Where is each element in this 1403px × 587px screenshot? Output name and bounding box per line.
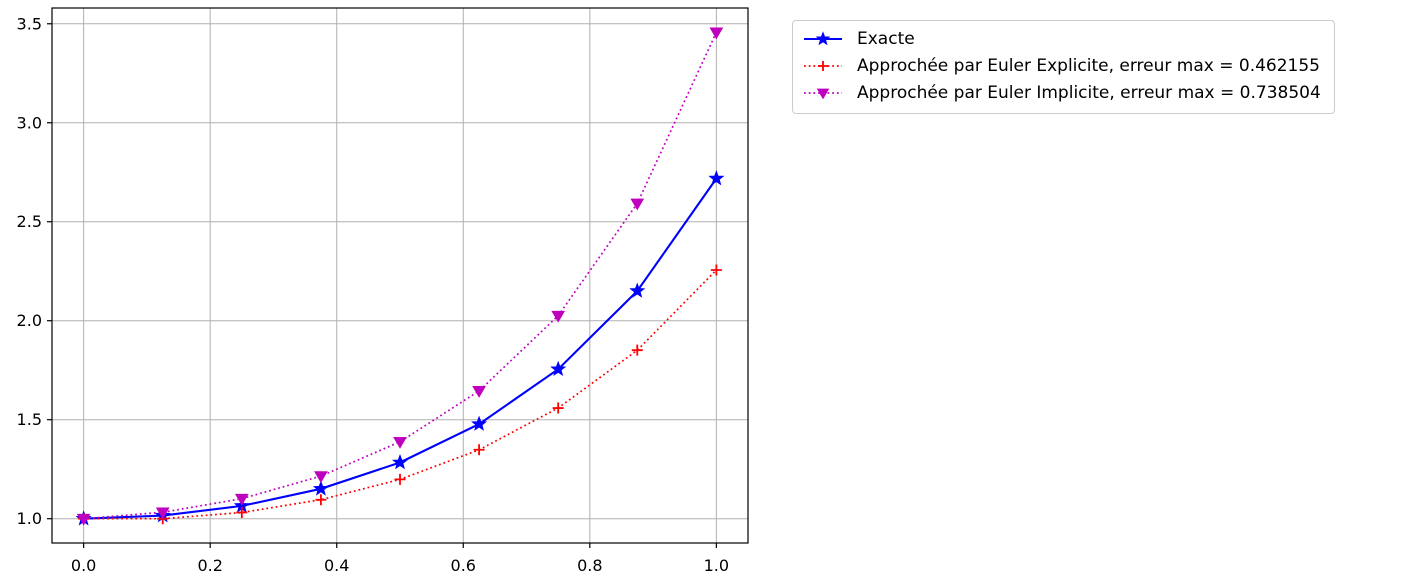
svg-text:0.8: 0.8 xyxy=(577,556,602,575)
svg-text:0.4: 0.4 xyxy=(324,556,349,575)
legend-label-euler-explicite: Approchée par Euler Explicite, erreur ma… xyxy=(857,56,1321,76)
legend-entry-exacte: Exacte xyxy=(803,29,1321,49)
legend-sample-exacte-line-star-icon xyxy=(804,31,842,46)
svg-text:0.6: 0.6 xyxy=(451,556,476,575)
legend-label-exacte: Exacte xyxy=(857,29,915,49)
svg-text:1.0: 1.0 xyxy=(17,509,42,528)
svg-text:1.5: 1.5 xyxy=(17,410,42,429)
legend-entry-euler-implicite: Approchée par Euler Implicite, erreur ma… xyxy=(803,83,1321,103)
legend-entry-euler-explicite: Approchée par Euler Explicite, erreur ma… xyxy=(803,56,1321,76)
svg-text:3.0: 3.0 xyxy=(17,113,42,132)
plot-area: 0.0 0.2 0.4 0.6 0.8 1.0 1.0 1.5 2.0 2.5 3.0 3.5 xyxy=(17,7,749,575)
legend-label-euler-implicite: Approchée par Euler Implicite, erreur ma… xyxy=(857,83,1321,103)
legend: Exacte Approchée par Euler Explicite, er… xyxy=(792,20,1335,114)
svg-text:1.0: 1.0 xyxy=(704,556,729,575)
svg-text:3.5: 3.5 xyxy=(17,14,42,33)
svg-text:2.5: 2.5 xyxy=(17,212,42,231)
svg-text:2.0: 2.0 xyxy=(17,311,42,330)
svg-text:0.2: 0.2 xyxy=(197,556,222,575)
svg-text:0.0: 0.0 xyxy=(71,556,96,575)
legend-sample-euler-explicite-dotted-plus-icon xyxy=(804,61,842,71)
legend-sample-euler-implicite-dotted-triangle-icon xyxy=(804,88,842,100)
